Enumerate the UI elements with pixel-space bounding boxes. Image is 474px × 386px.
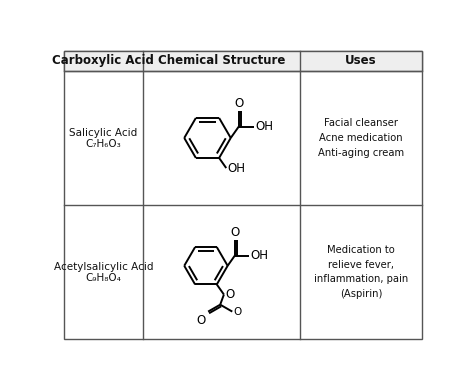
Text: OH: OH (250, 249, 268, 262)
Text: O: O (234, 96, 243, 110)
Text: OH: OH (256, 120, 274, 133)
Text: O: O (226, 288, 235, 301)
Text: Carboxylic Acid: Carboxylic Acid (52, 54, 154, 68)
Text: C₉H₈O₄: C₉H₈O₄ (85, 273, 121, 283)
Bar (64, 51, 422, 71)
Text: OH: OH (228, 163, 246, 175)
Text: O: O (230, 226, 239, 239)
Text: Medication to
relieve fever,
inflammation, pain
(Aspirin): Medication to relieve fever, inflammatio… (314, 245, 408, 299)
Text: Acetylsalicylic Acid: Acetylsalicylic Acid (54, 262, 153, 271)
Text: O: O (234, 306, 242, 317)
Text: Uses: Uses (345, 54, 377, 68)
Text: Chemical Structure: Chemical Structure (158, 54, 285, 68)
Text: Salicylic Acid: Salicylic Acid (69, 127, 137, 137)
Text: O: O (197, 314, 206, 327)
Text: Facial cleanser
Acne medication
Anti-aging cream: Facial cleanser Acne medication Anti-agi… (318, 118, 404, 158)
Text: C₇H₆O₃: C₇H₆O₃ (85, 139, 121, 149)
